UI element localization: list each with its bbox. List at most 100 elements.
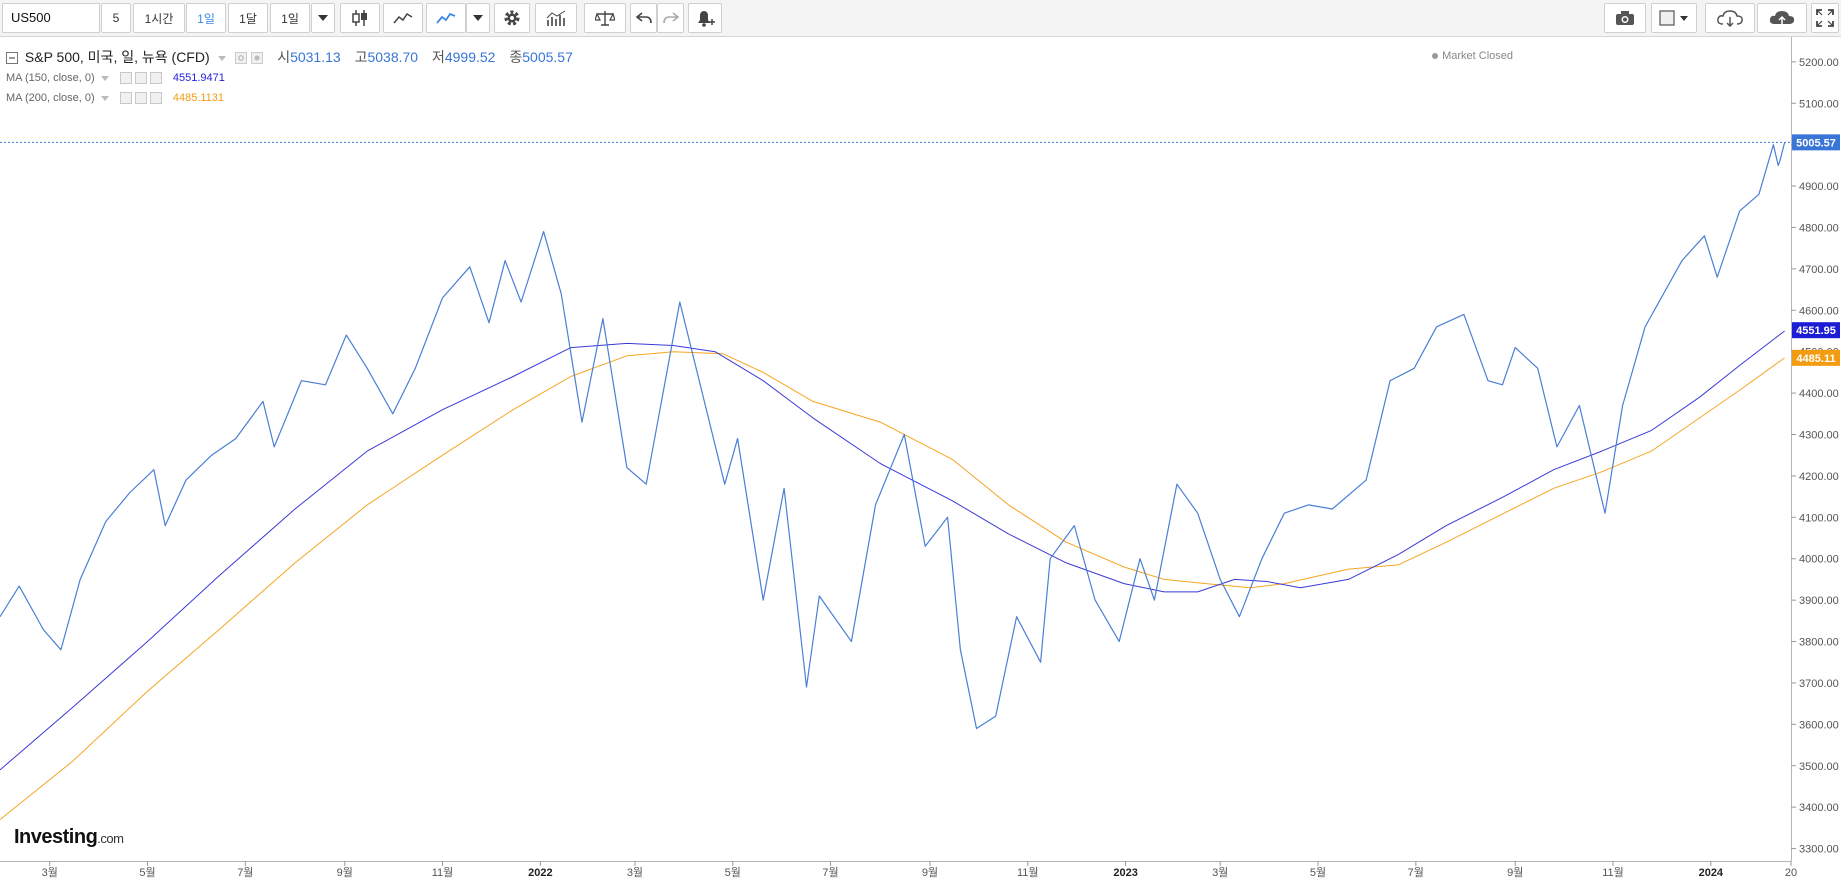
undo-icon	[635, 12, 652, 24]
brand-logo: Investing.com	[14, 826, 124, 849]
line-chart-active-icon	[436, 12, 456, 24]
brand-suffix: .com	[97, 831, 124, 846]
candlestick-chart-button[interactable]	[340, 3, 380, 33]
instrument-legend: S&P 500, 미국, 일, 뉴욕 (CFD) 시5031.13 고5038.…	[6, 47, 573, 67]
y-tick-label: 4200.00	[1799, 471, 1839, 483]
cloud-upload-icon	[1769, 11, 1795, 26]
cloud-download-icon	[1717, 10, 1743, 27]
square-icon	[1659, 10, 1688, 26]
redo-button[interactable]	[657, 3, 684, 33]
interval-1day-button[interactable]: 1일	[186, 3, 226, 33]
chevron-down-icon	[318, 15, 328, 21]
undo-button[interactable]	[630, 3, 657, 33]
x-tick-label: 5월	[1310, 866, 1326, 879]
load-chart-button[interactable]	[1705, 3, 1755, 33]
line-chart-button[interactable]	[426, 3, 466, 33]
x-tick-label: 3월	[42, 866, 58, 879]
y-tick-label: 5100.00	[1799, 98, 1839, 110]
price-chart[interactable]: 3300.00 3400.00 3500.00 3600.00 3700.00 3800.…	[0, 37, 1841, 881]
x-tick-label: 3월	[627, 866, 643, 879]
line-chart-icon	[393, 12, 413, 24]
open-value: 5031.13	[290, 49, 341, 65]
close-icon[interactable]	[149, 72, 162, 85]
fullscreen-icon	[1816, 9, 1834, 27]
ma150-price-tag-label: 4551.95	[1796, 325, 1836, 337]
ma200-price-tag-label: 4485.11	[1796, 353, 1835, 365]
ma200-series-line[interactable]	[0, 351, 1785, 820]
chevron-down-icon[interactable]	[100, 95, 109, 101]
close-icon[interactable]	[149, 92, 162, 105]
camera-icon	[1616, 11, 1634, 25]
interval-1hour-button[interactable]: 1시간	[133, 3, 185, 33]
x-tick-label: 2022	[528, 867, 552, 879]
y-tick-label: 4400.00	[1799, 388, 1839, 400]
instrument-title: S&P 500, 미국, 일, 뉴욕 (CFD)	[24, 49, 210, 65]
ma150-label: MA (150, close, 0)	[6, 72, 95, 84]
eye-icon[interactable]	[119, 72, 132, 85]
alert-button[interactable]	[688, 3, 722, 33]
high-value: 5038.70	[367, 49, 419, 65]
ma150-price-tag	[1792, 322, 1840, 339]
interval-1month-button[interactable]: 1달	[228, 3, 268, 33]
eye-icon[interactable]	[119, 92, 132, 105]
x-tick-label: 2024	[1699, 867, 1724, 879]
x-tick-label: 11월	[1017, 866, 1039, 879]
x-tick-label: 5월	[725, 866, 741, 879]
status-dot-icon	[1432, 53, 1439, 60]
high-label: 고	[354, 49, 368, 65]
x-tick-label: 11월	[432, 866, 454, 879]
last-price-tag	[1792, 134, 1840, 151]
x-tick-label: 7월	[1408, 866, 1424, 879]
close-label: 종	[509, 49, 523, 65]
chevron-down-icon[interactable]	[217, 55, 226, 61]
settings-button[interactable]	[494, 3, 530, 33]
chart-type-dropdown-button[interactable]	[466, 3, 490, 33]
y-tick-label: 3700.00	[1799, 678, 1839, 690]
last-price-tag-label: 5005.57	[1796, 137, 1836, 149]
settings-mini-icon[interactable]	[134, 72, 147, 85]
ma200-legend: MA (200, close, 0) 4485.1131	[6, 92, 225, 105]
x-tick-label: 3월	[1212, 866, 1228, 879]
save-chart-button[interactable]	[1757, 3, 1807, 33]
redo-icon	[662, 12, 679, 24]
settings-mini-icon[interactable]	[134, 92, 147, 105]
compare-button[interactable]	[584, 3, 626, 33]
interval-custom-button[interactable]: 1일	[270, 3, 310, 33]
interval-input[interactable]: 5	[101, 3, 131, 33]
y-tick-label: 4900.00	[1799, 181, 1839, 193]
chevron-down-icon	[473, 15, 483, 21]
brand-name: Investing	[14, 826, 98, 848]
scales-icon	[595, 11, 615, 26]
y-tick-label: 3300.00	[1799, 844, 1839, 856]
price-axis-area[interactable]	[1791, 37, 1841, 881]
fullscreen-button[interactable]	[1811, 3, 1839, 33]
collapse-toggle-icon[interactable]	[6, 52, 18, 65]
symbol-search-input[interactable]: US500	[2, 3, 100, 33]
x-tick-label: 2023	[1113, 867, 1137, 879]
y-tick-label: 3400.00	[1799, 802, 1839, 814]
layout-dropdown-button[interactable]	[1651, 3, 1697, 33]
bar-chart-button[interactable]	[383, 3, 423, 33]
ma200-price-tag	[1792, 349, 1840, 366]
x-tick-label: 20	[1785, 867, 1797, 879]
x-tick-label: 9월	[922, 866, 938, 879]
candlestick-icon	[352, 10, 367, 26]
y-tick-label: 4300.00	[1799, 430, 1839, 442]
price-series-line[interactable]	[0, 142, 1786, 730]
x-tick-label: 5월	[139, 866, 155, 879]
gear-icon	[504, 10, 520, 26]
screenshot-button[interactable]	[1604, 3, 1646, 33]
x-tick-label: 7월	[237, 866, 253, 879]
chevron-down-icon[interactable]	[100, 75, 109, 81]
indicators-button[interactable]	[535, 3, 577, 33]
interval-dropdown-button[interactable]	[311, 3, 335, 33]
eye-icon[interactable]	[235, 52, 248, 65]
y-tick-label: 3900.00	[1799, 595, 1839, 607]
settings-mini-icon[interactable]	[251, 52, 264, 65]
ma200-value: 4485.1131	[172, 92, 225, 104]
ma150-series-line[interactable]	[0, 330, 1785, 771]
low-label: 저	[431, 49, 445, 65]
y-tick-label: 3600.00	[1799, 719, 1839, 731]
close-value: 5005.57	[522, 49, 573, 65]
ma150-value: 4551.9471	[172, 72, 225, 84]
